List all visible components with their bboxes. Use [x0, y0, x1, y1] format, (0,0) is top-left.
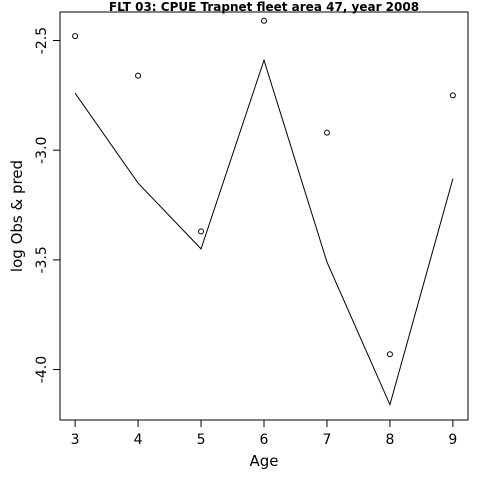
observed-point [261, 17, 267, 24]
predicted-line [74, 58, 454, 407]
x-axis: 3 4 5 6 7 8 9 [71, 420, 457, 448]
observed-point [72, 33, 79, 40]
x-tick-label: 8 [385, 432, 394, 448]
observed-point [386, 351, 393, 358]
y-axis: -2.5 -3.0 -3.5 -4.0 [34, 27, 60, 383]
x-tick-label: 6 [260, 432, 269, 448]
x-tick-label: 3 [71, 432, 80, 448]
y-tick-label: -2.5 [34, 27, 50, 54]
x-tick-label: 5 [197, 432, 206, 448]
observed-point [198, 228, 205, 235]
chart-title: FLT 03: CPUE Trapnet fleet area 47, year… [109, 0, 419, 14]
observed-point [135, 72, 142, 79]
observed-point [323, 129, 330, 136]
y-tick-label: -3.5 [34, 246, 50, 273]
x-tick-label: 7 [323, 432, 332, 448]
x-axis-label: Age [249, 452, 278, 470]
y-tick-label: -4.0 [34, 356, 50, 383]
plot-area [72, 17, 456, 407]
y-axis-label: log Obs & pred [8, 160, 26, 272]
x-tick-label: 9 [448, 432, 457, 448]
y-tick-label: -3.0 [34, 137, 50, 164]
observed-point [449, 92, 456, 99]
x-tick-label: 4 [134, 432, 143, 448]
